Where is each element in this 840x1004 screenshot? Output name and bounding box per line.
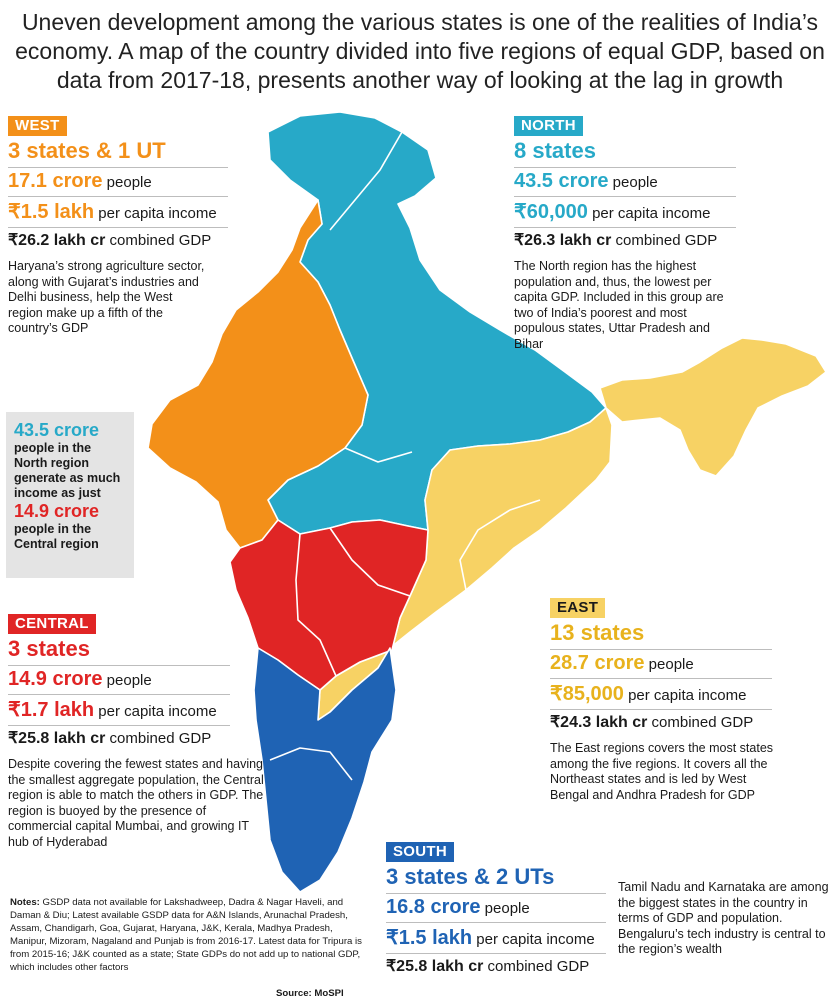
east-description: The East regions covers the most states … [550, 741, 774, 802]
central-people-label: people [102, 672, 152, 689]
west-income-label: per capita income [94, 205, 217, 222]
notes-label: Notes: [10, 897, 40, 908]
notes-text: GSDP data not available for Lakshadweep,… [10, 897, 362, 973]
callout-text-central: people in the Central region [14, 522, 99, 551]
south-tag: SOUTH [386, 842, 454, 862]
north-tag: NORTH [514, 116, 583, 136]
east-count: 13 states [550, 618, 772, 650]
south-gdp-value: ₹25.8 lakh cr [386, 958, 484, 975]
west-count: 3 states & 1 UT [8, 136, 228, 168]
west-people-value: 17.1 crore [8, 170, 103, 192]
east-people-label: people [644, 656, 694, 673]
central-income-label: per capita income [94, 703, 217, 720]
north-people-value: 43.5 crore [514, 170, 609, 192]
central-count: 3 states [8, 634, 230, 666]
headline: Uneven development among the various sta… [15, 9, 825, 93]
central-people-value: 14.9 crore [8, 668, 103, 690]
map-region-central [229, 519, 429, 691]
east-panel: EAST 13 states 28.7 crore people ₹85,000… [550, 598, 773, 803]
north-income-label: per capita income [587, 205, 711, 222]
east-gdp-label: combined GDP [647, 714, 754, 731]
west-gdp-label: combined GDP [105, 232, 212, 249]
central-income-value: ₹1.7 lakh [8, 699, 95, 721]
east-income-value: ₹85,000 [550, 683, 624, 705]
west-description: Haryana’s strong agriculture sector, alo… [8, 259, 205, 335]
west-panel: WEST 3 states & 1 UT 17.1 crore people ₹… [8, 116, 228, 337]
west-gdp-value: ₹26.2 lakh cr [8, 232, 106, 249]
central-panel: CENTRAL 3 states 14.9 crore people ₹1.7 … [8, 614, 264, 850]
north-gdp-value: ₹26.3 lakh cr [514, 232, 612, 249]
north-central-callout: 43.5 crore people in the North region ge… [6, 412, 134, 578]
east-tag: EAST [550, 598, 606, 618]
south-income-value: ₹1.5 lakh [386, 927, 473, 949]
south-panel: SOUTH 3 states & 2 UTs 16.8 crore people… [386, 842, 606, 979]
west-tag: WEST [8, 116, 67, 136]
callout-value-north: 43.5 crore [14, 420, 100, 440]
east-people-value: 28.7 crore [550, 652, 645, 674]
north-description: The North region has the highest populat… [514, 259, 724, 351]
east-income-label: per capita income [623, 687, 747, 704]
map-region-south [253, 647, 397, 893]
north-people-label: people [608, 174, 658, 191]
south-count: 3 states & 2 UTs [386, 862, 606, 894]
north-income-value: ₹60,000 [514, 201, 588, 223]
south-gdp-label: combined GDP [483, 958, 590, 975]
west-people-label: people [102, 174, 152, 191]
source-credit: Source: MoSPI [276, 988, 344, 999]
north-panel: NORTH 8 states 43.5 crore people ₹60,000… [514, 116, 736, 352]
central-description: Despite covering the fewest states and h… [8, 757, 264, 849]
callout-text-north: people in the North region generate as m… [14, 441, 121, 500]
north-gdp-label: combined GDP [611, 232, 718, 249]
south-people-value: 16.8 crore [386, 896, 481, 918]
callout-value-central: 14.9 crore [14, 501, 100, 521]
map-region-northeast [599, 337, 827, 477]
south-people-label: people [480, 900, 530, 917]
central-gdp-label: combined GDP [105, 730, 212, 747]
notes: Notes: GSDP data not available for Laksh… [10, 896, 362, 974]
east-gdp-value: ₹24.3 lakh cr [550, 714, 648, 731]
central-gdp-value: ₹25.8 lakh cr [8, 730, 106, 747]
north-count: 8 states [514, 136, 736, 168]
south-description: Tamil Nadu and Karnataka are among the b… [618, 880, 829, 956]
south-income-label: per capita income [472, 931, 595, 948]
central-tag: CENTRAL [8, 614, 96, 634]
west-income-value: ₹1.5 lakh [8, 201, 95, 223]
